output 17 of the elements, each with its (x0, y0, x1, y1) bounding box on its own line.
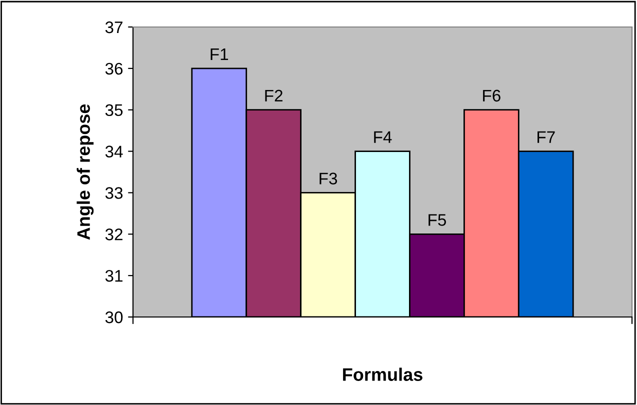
y-tick-label: 37 (105, 21, 122, 34)
series-label: F5 (428, 214, 446, 226)
series-label: F1 (210, 48, 228, 60)
series-label: F3 (320, 172, 338, 184)
y-axis-title: Angle of repose (76, 104, 94, 240)
y-tick-label: 33 (105, 187, 123, 199)
y-tick-label: 35 (105, 104, 123, 116)
series-label: F6 (483, 90, 500, 102)
series-label: F4 (374, 131, 392, 143)
y-tick-label: 34 (105, 146, 123, 158)
series-label: F2 (265, 90, 282, 102)
y-tick-label: 32 (105, 228, 122, 240)
y-tick-label: 36 (105, 62, 123, 75)
y-tick-label: 30 (105, 311, 123, 324)
series-label: F7 (538, 131, 555, 143)
x-axis-title: Formulas (343, 368, 422, 381)
y-tick-label: 31 (105, 270, 122, 282)
